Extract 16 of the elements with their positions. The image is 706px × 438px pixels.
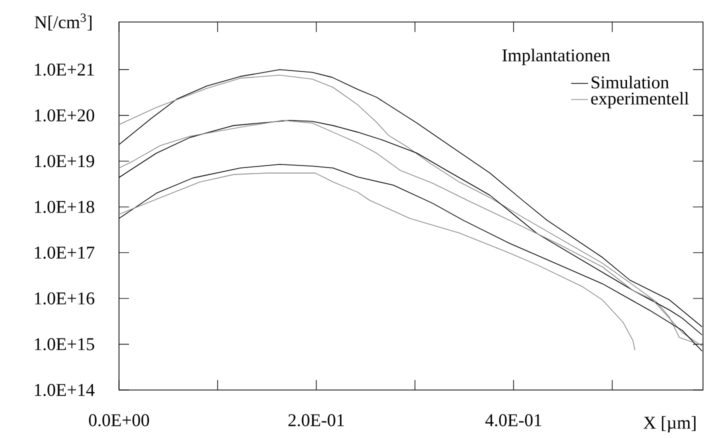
legend-label: experimentell bbox=[591, 92, 689, 108]
x-axis-title: X [µm] bbox=[644, 416, 696, 432]
y-tick-label: 1.0E+21 bbox=[34, 63, 94, 76]
y-axis-title: N[/cm$^{3}$] bbox=[34, 13, 92, 30]
y-tick-label: 1.0E+15 bbox=[34, 338, 94, 350]
legend-label: Simulation bbox=[592, 76, 669, 88]
x-tick-label: 4.0E-01 bbox=[485, 414, 542, 426]
y-tick-label: 1.0E+20 bbox=[34, 109, 94, 122]
y-tick-label: 1.0E+16 bbox=[34, 292, 94, 304]
legend-title: Implantationen bbox=[502, 48, 610, 65]
y-tick-label: 1.0E+19 bbox=[34, 154, 94, 168]
y-tick-label: 1.0E+17 bbox=[34, 246, 94, 259]
y-tick-label: 1.0E+14 bbox=[34, 384, 95, 396]
x-tick-label: 0.0E+00 bbox=[88, 414, 150, 426]
x-tick-label: 2.0E-01 bbox=[288, 414, 344, 426]
y-tick-label: 1.0E+18 bbox=[34, 200, 94, 213]
